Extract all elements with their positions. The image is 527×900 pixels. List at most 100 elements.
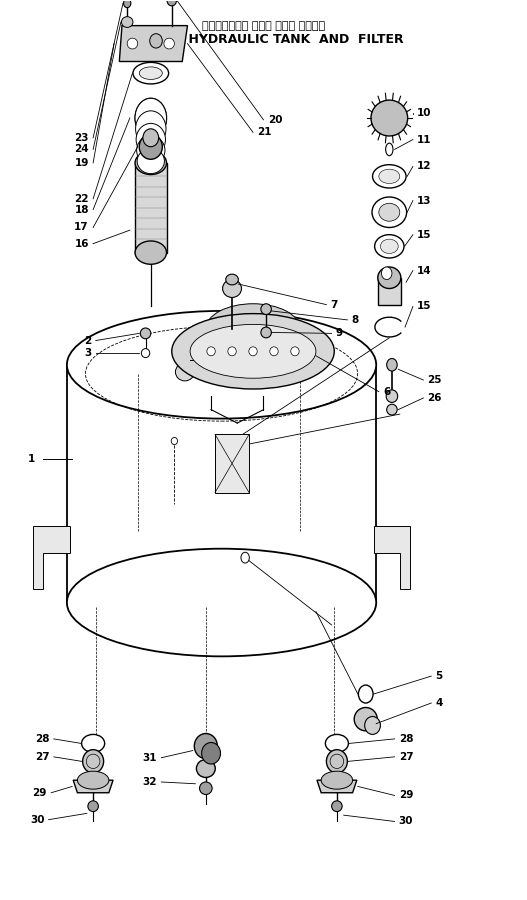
Ellipse shape: [354, 707, 377, 731]
Ellipse shape: [127, 38, 138, 49]
Ellipse shape: [139, 67, 162, 79]
Ellipse shape: [387, 404, 397, 415]
Ellipse shape: [190, 324, 316, 378]
Ellipse shape: [141, 348, 150, 357]
Ellipse shape: [358, 685, 373, 703]
Text: 12: 12: [417, 161, 432, 172]
Text: 25: 25: [427, 375, 442, 385]
Ellipse shape: [136, 123, 165, 156]
Ellipse shape: [167, 0, 177, 6]
Text: 3: 3: [84, 348, 92, 358]
Text: 31: 31: [143, 752, 157, 762]
Ellipse shape: [197, 760, 215, 778]
Ellipse shape: [200, 782, 212, 795]
Ellipse shape: [133, 62, 169, 84]
Text: 27: 27: [399, 752, 413, 761]
Text: 8: 8: [352, 315, 359, 325]
Ellipse shape: [387, 358, 397, 371]
Ellipse shape: [375, 235, 404, 258]
Ellipse shape: [150, 33, 162, 48]
Text: 9: 9: [336, 328, 343, 338]
Text: 16: 16: [74, 238, 89, 248]
Text: Fig. 611  HYDRAULIC TANK  AND  FILTER: Fig. 611 HYDRAULIC TANK AND FILTER: [123, 33, 404, 47]
Ellipse shape: [331, 801, 342, 812]
Ellipse shape: [386, 143, 393, 156]
Ellipse shape: [121, 16, 133, 27]
Ellipse shape: [135, 241, 167, 265]
Ellipse shape: [241, 553, 249, 563]
Ellipse shape: [321, 771, 353, 789]
Polygon shape: [135, 163, 167, 253]
Ellipse shape: [379, 203, 400, 221]
Ellipse shape: [172, 313, 334, 389]
Text: 14: 14: [417, 266, 432, 275]
Text: 30: 30: [30, 814, 44, 824]
Text: 26: 26: [427, 393, 442, 403]
Ellipse shape: [261, 327, 271, 338]
Text: ハイドロリック タンク および フィルタ: ハイドロリック タンク および フィルタ: [202, 22, 325, 32]
Ellipse shape: [135, 98, 167, 138]
Ellipse shape: [386, 390, 398, 402]
Text: 15: 15: [417, 230, 432, 239]
Ellipse shape: [291, 346, 299, 356]
Ellipse shape: [270, 346, 278, 356]
Text: 15: 15: [417, 302, 432, 311]
Ellipse shape: [380, 239, 398, 254]
Text: 32: 32: [143, 777, 157, 787]
Ellipse shape: [207, 346, 215, 356]
Text: 18: 18: [74, 204, 89, 214]
Polygon shape: [73, 780, 113, 793]
Text: 5: 5: [435, 671, 443, 681]
Text: 7: 7: [330, 300, 338, 310]
Text: 27: 27: [35, 752, 50, 761]
Text: 13: 13: [417, 195, 432, 205]
Ellipse shape: [249, 346, 257, 356]
Ellipse shape: [194, 734, 217, 759]
Ellipse shape: [373, 165, 406, 188]
Text: 11: 11: [417, 135, 432, 145]
Ellipse shape: [202, 742, 220, 764]
Ellipse shape: [140, 328, 151, 338]
Ellipse shape: [326, 750, 347, 773]
Ellipse shape: [67, 549, 376, 656]
Ellipse shape: [171, 437, 178, 445]
Ellipse shape: [139, 134, 162, 159]
Ellipse shape: [143, 129, 159, 147]
Polygon shape: [378, 278, 401, 304]
Text: 22: 22: [74, 194, 89, 203]
Polygon shape: [374, 526, 411, 590]
Ellipse shape: [136, 136, 165, 165]
Polygon shape: [317, 780, 357, 793]
Ellipse shape: [379, 169, 400, 184]
Text: 10: 10: [417, 108, 432, 118]
Ellipse shape: [82, 734, 105, 752]
Ellipse shape: [382, 267, 392, 280]
Ellipse shape: [228, 346, 236, 356]
Ellipse shape: [88, 801, 99, 812]
Text: 30: 30: [399, 816, 413, 826]
Ellipse shape: [222, 280, 241, 298]
Ellipse shape: [226, 274, 238, 285]
Text: 2: 2: [84, 336, 92, 346]
Ellipse shape: [206, 304, 300, 354]
Ellipse shape: [135, 111, 166, 147]
Text: 29: 29: [399, 790, 413, 800]
Text: 23: 23: [74, 133, 89, 143]
Text: 6: 6: [383, 387, 391, 397]
Text: 17: 17: [74, 222, 89, 232]
Ellipse shape: [67, 310, 376, 419]
Text: 24: 24: [74, 144, 89, 155]
Ellipse shape: [137, 148, 164, 174]
Polygon shape: [215, 435, 249, 492]
Ellipse shape: [77, 771, 109, 789]
Polygon shape: [33, 526, 70, 590]
Ellipse shape: [123, 0, 131, 8]
Ellipse shape: [378, 267, 401, 289]
Text: 1: 1: [28, 454, 35, 464]
Ellipse shape: [135, 151, 167, 175]
Ellipse shape: [371, 100, 408, 136]
Text: 19: 19: [74, 158, 89, 168]
Ellipse shape: [261, 304, 271, 314]
Ellipse shape: [365, 716, 380, 734]
Text: 28: 28: [35, 734, 50, 744]
